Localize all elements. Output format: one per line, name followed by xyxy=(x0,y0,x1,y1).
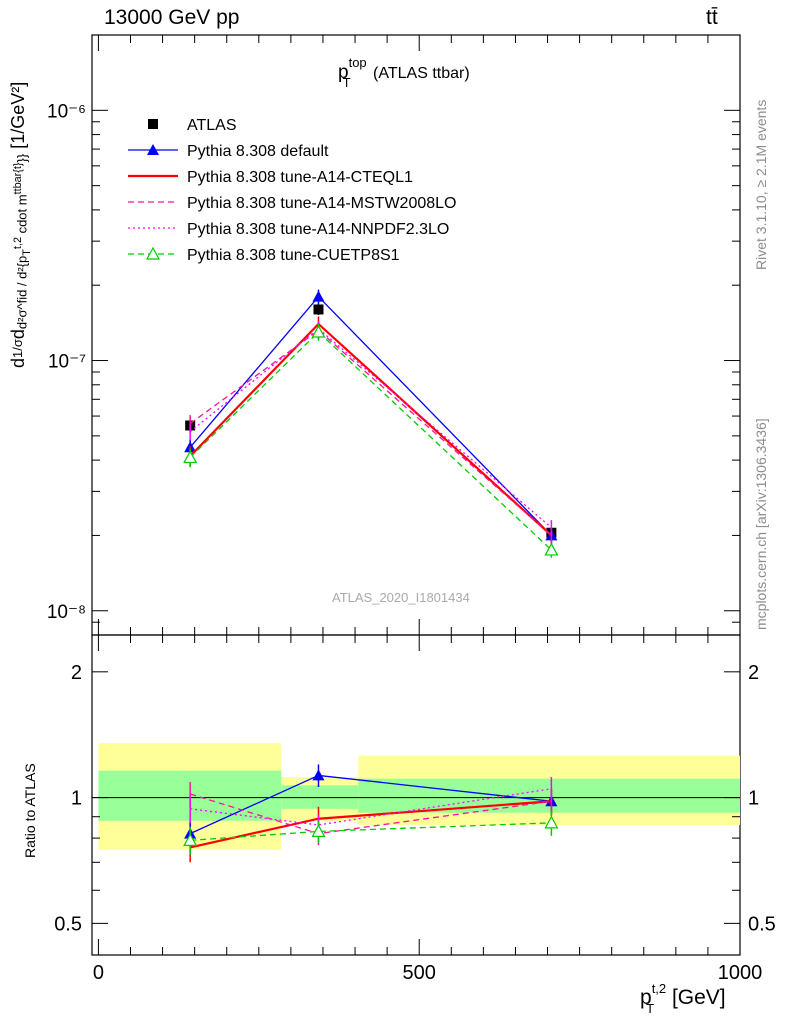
ratio-y-tick-label-left: 1 xyxy=(71,788,82,810)
ratio-y-tick-label-left: 0.5 xyxy=(54,913,82,935)
x-label-units: [GeV] xyxy=(666,986,726,1009)
main-axes: 10⁻⁸ 10⁻⁷ 10⁻⁶ xyxy=(47,34,741,636)
ratio-series-line-3 xyxy=(190,788,552,826)
x-axis-label: pt,2 T [GeV] xyxy=(640,981,726,1016)
ratio-series-point xyxy=(183,833,198,846)
mcplots-label: mcplots.cern.ch [arXiv:1306.3436] xyxy=(753,418,769,630)
ratio-y-tick-label-right: 2 xyxy=(748,662,759,684)
title-superscript: top xyxy=(348,55,367,70)
main-y-units: [1/GeV²] xyxy=(8,81,28,149)
ratio-uncertainty-bands xyxy=(98,743,740,850)
x-label-superscript: t,2 xyxy=(651,981,667,996)
ratio-axes: 0 500 1000 0.5 0.5 1 1 2 2 xyxy=(54,635,776,984)
main-series-point xyxy=(311,324,326,338)
ratio-y-tick-label-right: 0.5 xyxy=(748,913,776,935)
ratio-series-line-4 xyxy=(190,822,552,842)
ratio-y-tick-label-left: 2 xyxy=(71,662,82,684)
rivet-label: Rivet 3.1.10, ≥ 2.1M events xyxy=(753,99,769,270)
ratio-inner-band-2 xyxy=(358,778,740,813)
legend-label: ATLAS xyxy=(187,117,237,134)
main-series-point xyxy=(183,450,198,464)
legend-label: Pythia 8.308 default xyxy=(187,143,329,160)
main-series-line-4 xyxy=(189,327,552,529)
x-tick-label: 500 xyxy=(403,962,436,984)
main-y-tick-label: 10⁻⁸ xyxy=(47,602,86,623)
x-label-main: p xyxy=(640,986,652,1009)
process-label: tt̄ xyxy=(706,6,718,29)
x-tick-label: 0 xyxy=(93,962,104,984)
plot-title: ptop T (ATLAS ttbar) xyxy=(338,55,470,90)
energy-label: 13000 GeV pp xyxy=(104,6,240,29)
legend-label: Pythia 8.308 tune-A14-MSTW2008LO xyxy=(187,195,456,212)
ratio-series-point xyxy=(544,815,559,829)
legend-label: Pythia 8.308 tune-A14-CTEQL1 xyxy=(187,169,413,186)
ratio-series-point xyxy=(311,824,326,838)
main-y-axis-label: d1/σdd²σ^fid / d²{pTt,2 cdot mttbar{t}}}… xyxy=(8,81,33,368)
legend-marker xyxy=(148,119,158,129)
legend: ATLAS Pythia 8.308 default Pythia 8.308 tu… xyxy=(128,117,456,264)
ratio-series xyxy=(183,764,559,863)
legend-marker xyxy=(147,144,159,155)
legend-marker xyxy=(145,246,161,260)
main-y-tick-label: 10⁻⁷ xyxy=(48,352,86,373)
legend-label: Pythia 8.308 tune-A14-NNPDF2.3LO xyxy=(187,221,449,238)
title-rest: (ATLAS ttbar) xyxy=(368,65,470,82)
main-series-line-3 xyxy=(189,329,552,536)
ratio-y-tick-label-right: 1 xyxy=(748,788,759,810)
title-main: p xyxy=(338,62,349,83)
analysis-watermark: ATLAS_2020_I1801434 xyxy=(332,590,470,605)
main-series-point xyxy=(313,304,324,315)
ratio-y-axis-label: Ratio to ATLAS xyxy=(22,763,38,858)
title-subscript: T xyxy=(342,75,351,90)
ratio-series-point xyxy=(312,769,325,781)
legend-label: Pythia 8.308 tune-CUETP8S1 xyxy=(187,247,400,264)
x-tick-label: 1000 xyxy=(718,962,763,984)
main-series-line-5 xyxy=(189,331,552,551)
main-series-line-2 xyxy=(189,322,553,537)
main-y-tick-label: 10⁻⁶ xyxy=(47,101,86,122)
ratio-inner-band-1 xyxy=(281,785,359,809)
main-series-point xyxy=(544,542,559,556)
main-series-point xyxy=(312,290,325,302)
main-series xyxy=(183,289,559,558)
x-label-subscript: T xyxy=(646,1001,655,1016)
